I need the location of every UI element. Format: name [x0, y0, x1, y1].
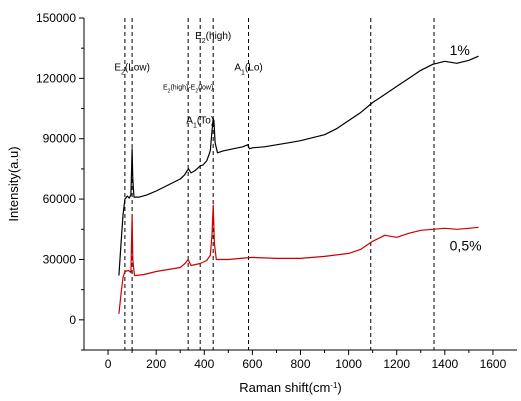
- peak-annotation: E2(high)-E2(low): [163, 84, 213, 94]
- series-group: [118, 55, 479, 314]
- x-tick-label: 800: [290, 357, 310, 371]
- reference-lines: [124, 18, 435, 350]
- x-tick-label: 1200: [383, 357, 410, 371]
- series-label: 1%: [450, 42, 470, 58]
- series-line: [118, 55, 479, 276]
- axes: 0 200 400 600 800 1000 1200 1400 1600 0 30000 60000…: [36, 11, 517, 371]
- y-tick-label: 30000: [43, 252, 77, 266]
- x-tick-label: 0: [105, 357, 112, 371]
- y-tick-label: 120000: [36, 71, 76, 85]
- y-tick-label: 90000: [43, 132, 77, 146]
- x-tick-label: 400: [194, 357, 214, 371]
- y-tick-label: 0: [69, 313, 76, 327]
- peak-annotation: E2(Low): [114, 62, 150, 76]
- x-tick-label: 600: [242, 357, 262, 371]
- x-tick-label: 1000: [335, 357, 362, 371]
- x-tick-label: 1600: [480, 357, 507, 371]
- labels: 1% 0,5% Raman shift(cm-1) Intensity(a.u) E2(…: [6, 31, 482, 395]
- y-tick-label: 150000: [36, 11, 76, 25]
- peak-annotation: A1(Lo): [234, 62, 262, 76]
- peak-annotation: A1(To): [186, 116, 214, 129]
- series-line: [118, 204, 479, 314]
- x-axis-title: Raman shift(cm-1): [239, 380, 342, 395]
- y-tick-label: 60000: [43, 192, 77, 206]
- x-tick-label: 1400: [431, 357, 458, 371]
- peak-annotation: E2(high): [195, 31, 231, 45]
- series-label: 0,5%: [450, 237, 482, 253]
- y-axis-title: Intensity(a.u): [6, 146, 21, 221]
- x-tick-label: 200: [146, 357, 166, 371]
